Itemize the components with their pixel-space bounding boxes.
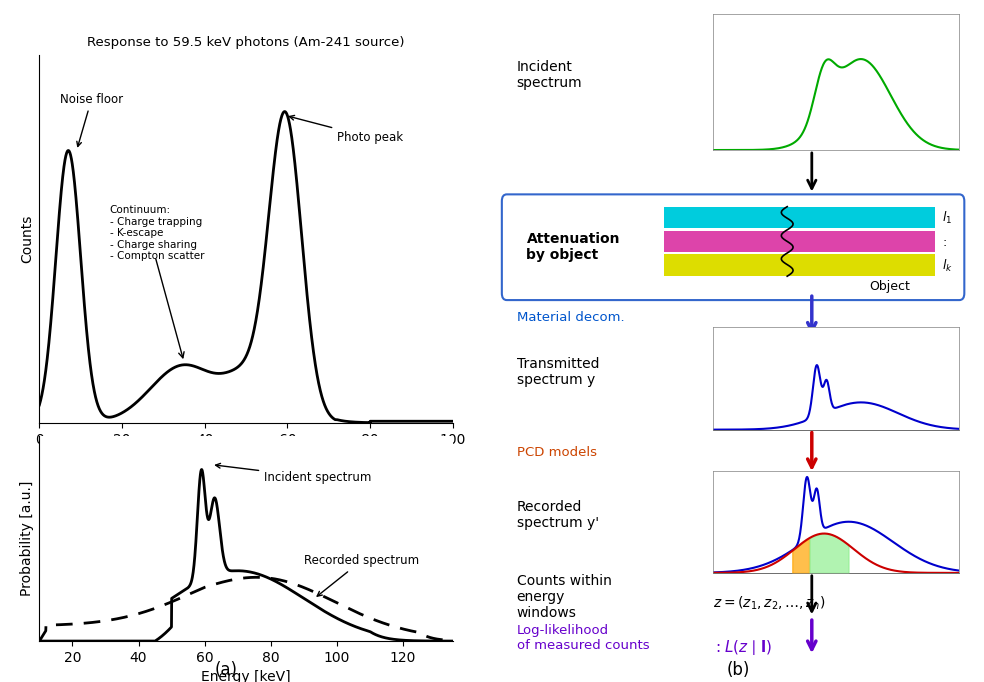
Text: Noise floor: Noise floor (60, 93, 123, 147)
Text: Log-likelihood
of measured counts: Log-likelihood of measured counts (517, 623, 649, 652)
Text: Transmitted
spectrum y: Transmitted spectrum y (517, 357, 599, 387)
Y-axis label: Counts: Counts (20, 215, 33, 263)
Incident spectrum (234, 567, 246, 575)
Line: Incident spectrum: Incident spectrum (39, 469, 453, 641)
Text: Continuum:
- Charge trapping
- K-escape
- Charge sharing
- Compton scatter: Continuum: - Charge trapping - K-escape … (109, 205, 204, 261)
Bar (664, 231, 935, 252)
Text: $: L(z \mid \mathbf{l})$: $: L(z \mid \mathbf{l})$ (713, 638, 772, 657)
Text: Object: Object (869, 280, 910, 293)
Recorded spectrum (359, 612, 371, 620)
Text: $\it{l}_k$: $\it{l}_k$ (943, 258, 953, 274)
Text: (b): (b) (726, 661, 750, 679)
Text: Energy: Energy (886, 138, 925, 148)
Incident spectrum (435, 637, 447, 645)
Bar (664, 254, 935, 276)
Text: :: : (943, 235, 947, 249)
X-axis label: Energy [keV]: Energy [keV] (201, 452, 291, 466)
Text: $\it{l}_1$: $\it{l}_1$ (943, 210, 953, 226)
Y-axis label: Probability [a.u.]: Probability [a.u.] (20, 481, 33, 597)
Recorded spectrum (435, 636, 447, 644)
Incident spectrum (447, 637, 459, 645)
Incident spectrum (223, 566, 235, 574)
Recorded spectrum (54, 621, 66, 629)
Incident spectrum (33, 637, 45, 645)
Incident spectrum (435, 637, 447, 645)
X-axis label: Energy [keV]: Energy [keV] (201, 670, 291, 682)
Text: Material decom.: Material decom. (517, 310, 624, 324)
Recorded spectrum (435, 636, 447, 644)
Incident spectrum (359, 626, 371, 634)
Recorded spectrum (447, 636, 459, 644)
Text: Counts within
energy
windows: Counts within energy windows (517, 574, 611, 620)
Text: Recorded
spectrum y': Recorded spectrum y' (517, 500, 598, 530)
Recorded spectrum (33, 637, 45, 645)
Text: Attenuation
by object: Attenuation by object (526, 232, 620, 262)
Text: (a): (a) (215, 661, 238, 679)
Text: Incident
spectrum: Incident spectrum (517, 60, 583, 90)
Text: PCD models: PCD models (517, 445, 596, 459)
Text: Recorded spectrum: Recorded spectrum (304, 554, 419, 596)
Text: Photo peak: Photo peak (289, 115, 403, 144)
Text: $z = (z_1, z_2, \ldots, z_n)$: $z = (z_1, z_2, \ldots, z_n)$ (713, 595, 827, 612)
Recorded spectrum (223, 576, 235, 584)
Line: Recorded spectrum: Recorded spectrum (39, 577, 453, 641)
Title: Response to 59.5 keV photons (Am-241 source): Response to 59.5 keV photons (Am-241 sou… (88, 36, 404, 49)
Text: Energy: Energy (886, 561, 925, 571)
Incident spectrum (54, 637, 66, 645)
Bar (664, 207, 935, 228)
Recorded spectrum (234, 574, 246, 582)
FancyBboxPatch shape (502, 194, 964, 300)
Text: Energy: Energy (886, 418, 925, 428)
Text: Incident spectrum: Incident spectrum (215, 463, 372, 484)
Recorded spectrum (251, 573, 263, 581)
Incident spectrum (196, 465, 208, 473)
